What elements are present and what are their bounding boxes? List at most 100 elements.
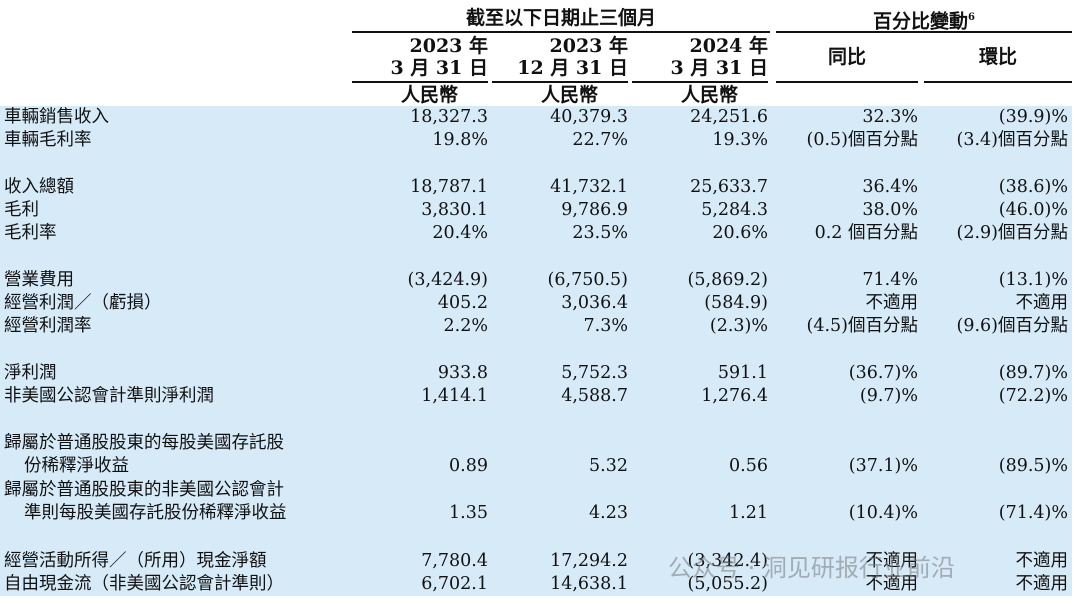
row-label: 毛利 bbox=[4, 200, 39, 220]
cell-yoy: 不適用 bbox=[865, 574, 919, 594]
row-label: 歸屬於普通股股東的非美國公認會計 bbox=[4, 480, 284, 500]
cell-v1: 20.4% bbox=[432, 223, 488, 243]
cell-v1: 6,702.1 bbox=[421, 574, 488, 594]
row-band bbox=[0, 550, 1072, 596]
row-label: 歸屬於普通股股東的每股美國存託股 bbox=[4, 433, 284, 453]
cell-v3: (5,055.2) bbox=[687, 574, 768, 594]
cell-yoy: (36.7)% bbox=[848, 363, 918, 383]
yoy-rule bbox=[776, 81, 918, 83]
col1-currency: 人民幣 bbox=[400, 84, 458, 106]
cell-yoy: (9.7)% bbox=[859, 386, 918, 406]
cell-yoy: 0.2 個百分點 bbox=[814, 223, 918, 243]
row-band bbox=[0, 106, 1072, 152]
cell-v3: 591.1 bbox=[717, 363, 768, 383]
col3-date: 3 月 31 日 bbox=[670, 57, 768, 79]
row-label: 經營活動所得／（所用）現金淨額 bbox=[4, 551, 267, 571]
cell-qoq: (9.6)個百分點 bbox=[956, 316, 1069, 336]
cell-qoq: (46.0)% bbox=[998, 200, 1068, 220]
change-group-rule bbox=[776, 31, 1072, 33]
cell-v3: (5,869.2) bbox=[687, 270, 768, 290]
cell-v1: 7,780.4 bbox=[421, 551, 488, 571]
watermark-text: 公众号 · 洞见研报行业前沿 bbox=[668, 554, 955, 582]
row-label: 自由現金流（非美國公認會計準則） bbox=[4, 574, 284, 594]
cell-v1: 1.35 bbox=[449, 503, 488, 523]
cell-qoq: (13.1)% bbox=[998, 270, 1068, 290]
row-band bbox=[0, 362, 1072, 408]
col1-date: 3 月 31 日 bbox=[390, 57, 488, 79]
cell-yoy: (37.1)% bbox=[848, 456, 918, 476]
cell-v1: 1,414.1 bbox=[421, 386, 488, 406]
cell-qoq: (89.5)% bbox=[998, 456, 1068, 476]
cell-v2: 41,732.1 bbox=[550, 177, 628, 197]
row-band bbox=[0, 152, 1072, 176]
row-label: 經營利潤／（虧損） bbox=[4, 293, 162, 313]
row-band bbox=[0, 526, 1072, 550]
change-group-label: 百分比變動 bbox=[873, 10, 969, 33]
cell-qoq: (38.6)% bbox=[998, 177, 1068, 197]
cell-yoy: (4.5)個百分點 bbox=[806, 316, 919, 336]
cell-v1: 405.2 bbox=[437, 293, 488, 313]
cell-v3: 0.56 bbox=[729, 456, 768, 476]
cell-yoy: (0.5)個百分點 bbox=[806, 130, 919, 150]
cell-yoy: 不適用 bbox=[865, 293, 919, 313]
change-group-header: 百分比變動6 bbox=[776, 7, 1072, 32]
col1-year: 2023 年 bbox=[409, 35, 489, 57]
cell-v1: 19.8% bbox=[432, 130, 488, 150]
row-label: 收入總額 bbox=[4, 177, 74, 197]
change-footnote: 6 bbox=[968, 12, 975, 23]
yoy-header: 同比 bbox=[827, 46, 866, 68]
cell-qoq: (72.2)% bbox=[998, 386, 1068, 406]
cell-v2: 3,036.4 bbox=[561, 293, 628, 313]
cell-v1: (3,424.9) bbox=[407, 270, 488, 290]
cell-yoy: 36.4% bbox=[862, 177, 918, 197]
cell-yoy: (10.4)% bbox=[848, 503, 918, 523]
cell-v3: 24,251.6 bbox=[690, 107, 768, 127]
col3-currency: 人民幣 bbox=[680, 84, 738, 106]
cell-v1: 18,327.3 bbox=[410, 107, 488, 127]
cell-v2: 17,294.2 bbox=[550, 551, 628, 571]
cell-v2: (6,750.5) bbox=[547, 270, 628, 290]
row-band bbox=[0, 338, 1072, 362]
cell-v1: 933.8 bbox=[437, 363, 488, 383]
row-label: 車輛銷售收入 bbox=[4, 107, 109, 127]
row-label: 毛利率 bbox=[4, 223, 57, 243]
cell-v2: 7.3% bbox=[583, 316, 628, 336]
row-band bbox=[0, 432, 1072, 526]
col3-rule bbox=[632, 81, 768, 83]
cell-v2: 4.23 bbox=[589, 503, 628, 523]
cell-v3: 19.3% bbox=[712, 130, 768, 150]
cell-qoq: 不適用 bbox=[1015, 551, 1069, 571]
qoq-rule bbox=[924, 81, 1072, 83]
cell-qoq: (39.9)% bbox=[998, 107, 1068, 127]
qoq-header: 環比 bbox=[978, 46, 1017, 68]
cell-qoq: (3.4)個百分點 bbox=[956, 130, 1069, 150]
cell-v1: 2.2% bbox=[443, 316, 488, 336]
row-label: 經營利潤率 bbox=[4, 316, 92, 336]
row-label-continued: 份稀釋淨收益 bbox=[24, 456, 129, 476]
cell-v2: 4,588.7 bbox=[561, 386, 628, 406]
col2-rule bbox=[492, 81, 628, 83]
period-group-header: 截至以下日期止三個月 bbox=[465, 7, 656, 29]
cell-v2: 14,638.1 bbox=[550, 574, 628, 594]
cell-v2: 9,786.9 bbox=[561, 200, 628, 220]
cell-qoq: 不適用 bbox=[1015, 293, 1069, 313]
cell-v3: (2.3)% bbox=[709, 316, 768, 336]
cell-v3: (584.9) bbox=[704, 293, 768, 313]
col3-year: 2024 年 bbox=[689, 35, 769, 57]
cell-yoy: 71.4% bbox=[862, 270, 918, 290]
col1-rule bbox=[352, 81, 488, 83]
cell-v3: 5,284.3 bbox=[701, 200, 768, 220]
cell-yoy: 38.0% bbox=[862, 200, 918, 220]
cell-v3: 25,633.7 bbox=[690, 177, 768, 197]
row-band bbox=[0, 245, 1072, 269]
col2-year: 2023 年 bbox=[549, 35, 629, 57]
row-label: 非美國公認會計準則淨利潤 bbox=[4, 386, 214, 406]
cell-v2: 5,752.3 bbox=[561, 363, 628, 383]
period-group-rule bbox=[352, 31, 770, 33]
row-band bbox=[0, 269, 1072, 338]
col2-date: 12 月 31 日 bbox=[517, 57, 628, 79]
cell-v2: 40,379.3 bbox=[550, 107, 628, 127]
cell-yoy: 32.3% bbox=[862, 107, 918, 127]
cell-qoq: 不適用 bbox=[1015, 574, 1069, 594]
row-label: 車輛毛利率 bbox=[4, 130, 92, 150]
